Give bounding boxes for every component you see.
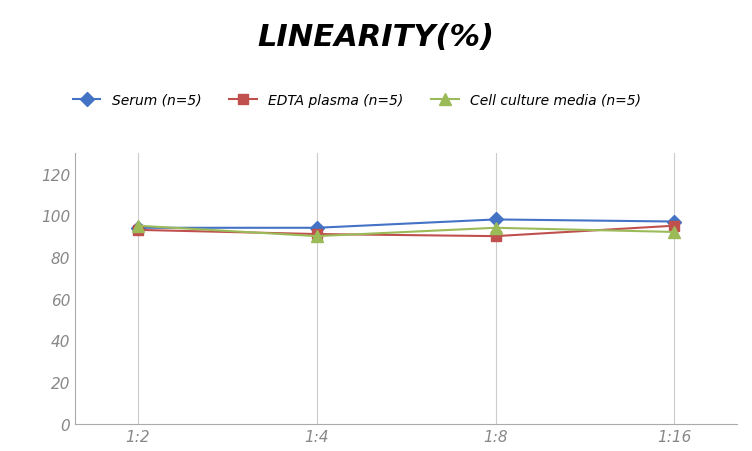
Cell culture media (n=5) — [670, 230, 679, 235]
Line: Serum (n=5): Serum (n=5) — [133, 215, 679, 233]
EDTA plasma (n=5) — [670, 224, 679, 229]
Cell culture media (n=5) — [491, 226, 500, 231]
EDTA plasma (n=5) — [312, 232, 321, 237]
Cell culture media (n=5) — [133, 224, 142, 229]
Text: LINEARITY(%): LINEARITY(%) — [257, 23, 495, 51]
Serum (n=5) — [312, 226, 321, 231]
EDTA plasma (n=5) — [133, 228, 142, 233]
Serum (n=5) — [670, 219, 679, 225]
Cell culture media (n=5) — [312, 234, 321, 239]
Line: Cell culture media (n=5): Cell culture media (n=5) — [132, 221, 680, 242]
Serum (n=5) — [491, 217, 500, 223]
Legend: Serum (n=5), EDTA plasma (n=5), Cell culture media (n=5): Serum (n=5), EDTA plasma (n=5), Cell cul… — [67, 88, 646, 113]
Serum (n=5) — [133, 226, 142, 231]
EDTA plasma (n=5) — [491, 234, 500, 239]
Line: EDTA plasma (n=5): EDTA plasma (n=5) — [133, 221, 679, 241]
